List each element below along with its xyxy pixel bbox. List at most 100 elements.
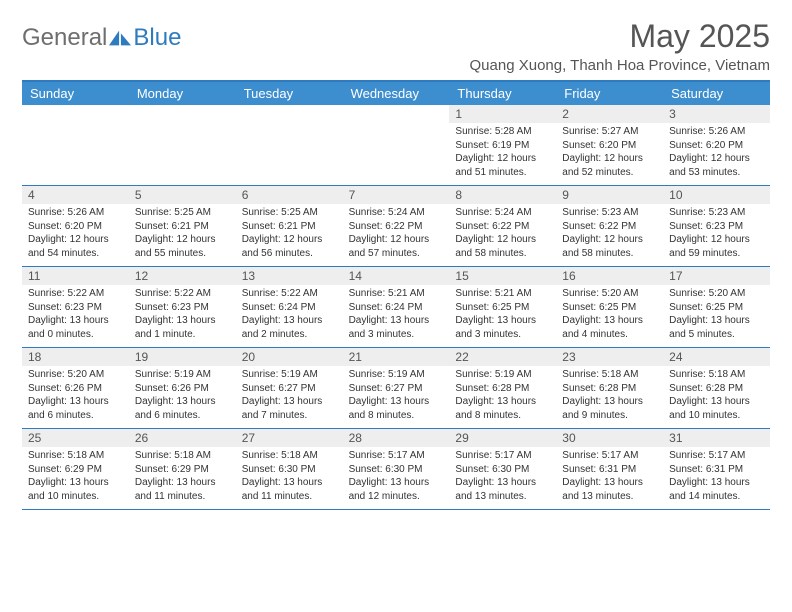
day-number: 28 bbox=[343, 429, 450, 447]
daylight-text: Daylight: 12 hours and 57 minutes. bbox=[349, 233, 444, 260]
day-cell: 28Sunrise: 5:17 AMSunset: 6:30 PMDayligh… bbox=[343, 429, 450, 509]
day-cell: 21Sunrise: 5:19 AMSunset: 6:27 PMDayligh… bbox=[343, 348, 450, 428]
day-cell: 1Sunrise: 5:28 AMSunset: 6:19 PMDaylight… bbox=[449, 105, 556, 185]
day-cell: 20Sunrise: 5:19 AMSunset: 6:27 PMDayligh… bbox=[236, 348, 343, 428]
dow-monday: Monday bbox=[129, 82, 236, 105]
day-number: 1 bbox=[449, 105, 556, 123]
day-info: Sunrise: 5:21 AMSunset: 6:24 PMDaylight:… bbox=[343, 285, 450, 347]
day-cell: 14Sunrise: 5:21 AMSunset: 6:24 PMDayligh… bbox=[343, 267, 450, 347]
daylight-text: Daylight: 12 hours and 54 minutes. bbox=[28, 233, 123, 260]
daylight-text: Daylight: 12 hours and 51 minutes. bbox=[455, 152, 550, 179]
day-info: Sunrise: 5:28 AMSunset: 6:19 PMDaylight:… bbox=[449, 123, 556, 185]
sunrise-text: Sunrise: 5:28 AM bbox=[455, 125, 550, 139]
daylight-text: Daylight: 13 hours and 14 minutes. bbox=[669, 476, 764, 503]
day-cell: 22Sunrise: 5:19 AMSunset: 6:28 PMDayligh… bbox=[449, 348, 556, 428]
day-number: 27 bbox=[236, 429, 343, 447]
day-cell: 5Sunrise: 5:25 AMSunset: 6:21 PMDaylight… bbox=[129, 186, 236, 266]
day-number: 7 bbox=[343, 186, 450, 204]
day-cell: 29Sunrise: 5:17 AMSunset: 6:30 PMDayligh… bbox=[449, 429, 556, 509]
sunrise-text: Sunrise: 5:21 AM bbox=[455, 287, 550, 301]
sunrise-text: Sunrise: 5:17 AM bbox=[455, 449, 550, 463]
day-cell: 24Sunrise: 5:18 AMSunset: 6:28 PMDayligh… bbox=[663, 348, 770, 428]
day-cell bbox=[236, 105, 343, 185]
daylight-text: Daylight: 13 hours and 5 minutes. bbox=[669, 314, 764, 341]
day-cell: 25Sunrise: 5:18 AMSunset: 6:29 PMDayligh… bbox=[22, 429, 129, 509]
day-info: Sunrise: 5:20 AMSunset: 6:25 PMDaylight:… bbox=[663, 285, 770, 347]
sunrise-text: Sunrise: 5:20 AM bbox=[28, 368, 123, 382]
week-row: 25Sunrise: 5:18 AMSunset: 6:29 PMDayligh… bbox=[22, 429, 770, 510]
daylight-text: Daylight: 13 hours and 13 minutes. bbox=[562, 476, 657, 503]
sunrise-text: Sunrise: 5:22 AM bbox=[135, 287, 230, 301]
sunrise-text: Sunrise: 5:19 AM bbox=[349, 368, 444, 382]
day-info: Sunrise: 5:17 AMSunset: 6:30 PMDaylight:… bbox=[343, 447, 450, 509]
day-info: Sunrise: 5:19 AMSunset: 6:26 PMDaylight:… bbox=[129, 366, 236, 428]
day-info: Sunrise: 5:27 AMSunset: 6:20 PMDaylight:… bbox=[556, 123, 663, 185]
day-info: Sunrise: 5:25 AMSunset: 6:21 PMDaylight:… bbox=[236, 204, 343, 266]
day-of-week-row: Sunday Monday Tuesday Wednesday Thursday… bbox=[22, 82, 770, 105]
sunrise-text: Sunrise: 5:19 AM bbox=[455, 368, 550, 382]
sunrise-text: Sunrise: 5:18 AM bbox=[242, 449, 337, 463]
sunset-text: Sunset: 6:19 PM bbox=[455, 139, 550, 153]
week-row: 4Sunrise: 5:26 AMSunset: 6:20 PMDaylight… bbox=[22, 186, 770, 267]
day-cell: 17Sunrise: 5:20 AMSunset: 6:25 PMDayligh… bbox=[663, 267, 770, 347]
day-info: Sunrise: 5:24 AMSunset: 6:22 PMDaylight:… bbox=[449, 204, 556, 266]
day-info: Sunrise: 5:17 AMSunset: 6:31 PMDaylight:… bbox=[663, 447, 770, 509]
day-info: Sunrise: 5:20 AMSunset: 6:26 PMDaylight:… bbox=[22, 366, 129, 428]
sunrise-text: Sunrise: 5:25 AM bbox=[242, 206, 337, 220]
day-info: Sunrise: 5:19 AMSunset: 6:27 PMDaylight:… bbox=[343, 366, 450, 428]
day-number: 18 bbox=[22, 348, 129, 366]
day-cell: 11Sunrise: 5:22 AMSunset: 6:23 PMDayligh… bbox=[22, 267, 129, 347]
daylight-text: Daylight: 13 hours and 10 minutes. bbox=[669, 395, 764, 422]
sunrise-text: Sunrise: 5:26 AM bbox=[669, 125, 764, 139]
day-info: Sunrise: 5:17 AMSunset: 6:30 PMDaylight:… bbox=[449, 447, 556, 509]
daylight-text: Daylight: 13 hours and 7 minutes. bbox=[242, 395, 337, 422]
calendar: Sunday Monday Tuesday Wednesday Thursday… bbox=[22, 80, 770, 510]
day-number: 17 bbox=[663, 267, 770, 285]
day-number: 6 bbox=[236, 186, 343, 204]
sunrise-text: Sunrise: 5:18 AM bbox=[135, 449, 230, 463]
day-number: 23 bbox=[556, 348, 663, 366]
day-number: 4 bbox=[22, 186, 129, 204]
sunrise-text: Sunrise: 5:17 AM bbox=[562, 449, 657, 463]
month-title: May 2025 bbox=[470, 18, 770, 55]
sunset-text: Sunset: 6:31 PM bbox=[669, 463, 764, 477]
day-number: 26 bbox=[129, 429, 236, 447]
day-cell: 13Sunrise: 5:22 AMSunset: 6:24 PMDayligh… bbox=[236, 267, 343, 347]
daylight-text: Daylight: 13 hours and 6 minutes. bbox=[135, 395, 230, 422]
daylight-text: Daylight: 13 hours and 8 minutes. bbox=[349, 395, 444, 422]
week-row: 1Sunrise: 5:28 AMSunset: 6:19 PMDaylight… bbox=[22, 105, 770, 186]
dow-wednesday: Wednesday bbox=[343, 82, 450, 105]
sunrise-text: Sunrise: 5:18 AM bbox=[562, 368, 657, 382]
sunrise-text: Sunrise: 5:19 AM bbox=[135, 368, 230, 382]
day-number: 2 bbox=[556, 105, 663, 123]
sunset-text: Sunset: 6:31 PM bbox=[562, 463, 657, 477]
sunrise-text: Sunrise: 5:18 AM bbox=[28, 449, 123, 463]
sunset-text: Sunset: 6:29 PM bbox=[28, 463, 123, 477]
daylight-text: Daylight: 12 hours and 56 minutes. bbox=[242, 233, 337, 260]
day-number: 25 bbox=[22, 429, 129, 447]
dow-thursday: Thursday bbox=[449, 82, 556, 105]
day-cell: 8Sunrise: 5:24 AMSunset: 6:22 PMDaylight… bbox=[449, 186, 556, 266]
sunset-text: Sunset: 6:20 PM bbox=[669, 139, 764, 153]
day-cell: 7Sunrise: 5:24 AMSunset: 6:22 PMDaylight… bbox=[343, 186, 450, 266]
day-cell bbox=[22, 105, 129, 185]
sunrise-text: Sunrise: 5:23 AM bbox=[669, 206, 764, 220]
sunset-text: Sunset: 6:21 PM bbox=[242, 220, 337, 234]
sunrise-text: Sunrise: 5:17 AM bbox=[669, 449, 764, 463]
day-info: Sunrise: 5:23 AMSunset: 6:22 PMDaylight:… bbox=[556, 204, 663, 266]
day-number: 8 bbox=[449, 186, 556, 204]
week-row: 11Sunrise: 5:22 AMSunset: 6:23 PMDayligh… bbox=[22, 267, 770, 348]
day-number: 19 bbox=[129, 348, 236, 366]
day-info: Sunrise: 5:20 AMSunset: 6:25 PMDaylight:… bbox=[556, 285, 663, 347]
sunset-text: Sunset: 6:25 PM bbox=[669, 301, 764, 315]
sunset-text: Sunset: 6:20 PM bbox=[562, 139, 657, 153]
day-info: Sunrise: 5:18 AMSunset: 6:30 PMDaylight:… bbox=[236, 447, 343, 509]
day-cell: 16Sunrise: 5:20 AMSunset: 6:25 PMDayligh… bbox=[556, 267, 663, 347]
day-number: 13 bbox=[236, 267, 343, 285]
day-info: Sunrise: 5:18 AMSunset: 6:28 PMDaylight:… bbox=[556, 366, 663, 428]
sunset-text: Sunset: 6:24 PM bbox=[242, 301, 337, 315]
day-info: Sunrise: 5:23 AMSunset: 6:23 PMDaylight:… bbox=[663, 204, 770, 266]
location-text: Quang Xuong, Thanh Hoa Province, Vietnam bbox=[470, 57, 770, 74]
sunrise-text: Sunrise: 5:27 AM bbox=[562, 125, 657, 139]
day-cell: 15Sunrise: 5:21 AMSunset: 6:25 PMDayligh… bbox=[449, 267, 556, 347]
